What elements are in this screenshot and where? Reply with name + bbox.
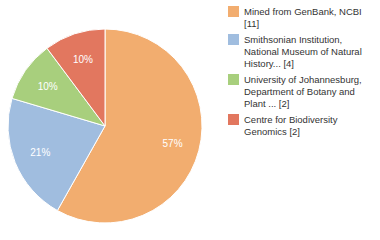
legend-swatch [228, 6, 239, 17]
legend-swatch [228, 34, 239, 45]
data-label: 10% [38, 81, 58, 92]
data-label: 57% [163, 138, 183, 149]
legend-label: University of Johannesburg, Department o… [244, 74, 364, 109]
data-label: 21% [30, 147, 50, 158]
legend-swatch [228, 114, 239, 125]
pie-slice [47, 29, 105, 126]
legend-label: Centre for Biodiversity Genomics [2] [244, 114, 340, 137]
legend-swatch [228, 74, 239, 85]
pie: 57% 21% 10% 10% [8, 29, 202, 223]
legend-label: Mined from GenBank, NCBI [11] [244, 6, 364, 29]
data-label: 10% [73, 54, 93, 65]
legend-label: Smithsonian Institution, National Museum… [244, 34, 364, 69]
legend: Mined from GenBank, NCBI [11] Smithsonian… [228, 6, 364, 137]
chart: 57% 21% 10% 10% Mined from GenBank, NCBI [11… [0, 0, 380, 240]
